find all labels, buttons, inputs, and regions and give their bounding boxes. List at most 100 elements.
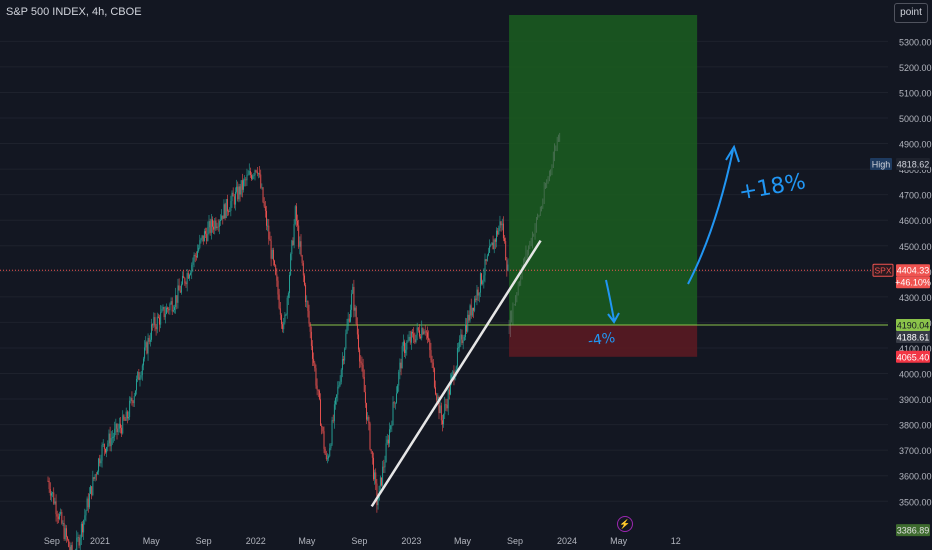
candle-body [429,340,431,351]
candle-body [212,219,213,227]
candle-body [417,327,419,331]
candle-body [78,537,80,546]
candle-body [301,255,303,264]
candle-body [333,404,335,422]
candle-body [387,439,389,444]
candle-body [321,425,323,427]
candle-body [163,307,165,318]
candle-body [371,451,373,458]
candle-body [190,272,192,275]
candle-body [355,307,357,325]
candle-body [494,239,496,242]
time-axis[interactable]: Sep 2021 May Sep 2022 May Sep 2023 May Sep 2024 May… [44,536,681,546]
candle-body [390,425,392,430]
candle-body [497,230,499,235]
candle-body [322,426,324,432]
candle-body [121,427,123,434]
candle-body [151,324,152,340]
candle-body [249,170,251,175]
candle-body [61,511,63,524]
candle-body [455,366,457,375]
candle-body [438,396,440,414]
candle-body [370,449,372,452]
entry-value-bg [896,318,930,331]
candle-body [252,175,254,179]
candle-body [92,477,94,496]
candle-body [225,199,227,219]
time-tick: 2024 [557,536,577,546]
candle-body [254,170,256,176]
candle-body [424,331,426,333]
current-tag-label: SPX [874,266,891,276]
candle-body [282,324,284,330]
lightning-icon[interactable]: ⚡ [617,516,633,532]
candle-body [450,380,451,395]
price-tick: 4100.00 [899,344,932,354]
candle-body [137,371,139,379]
candle-body [294,206,296,225]
trendline[interactable] [370,239,542,508]
candle-body [203,231,205,242]
candle-body [155,326,157,330]
candle-body [105,448,106,453]
down-arrow [605,279,620,324]
candle-body [274,260,275,266]
candle-body [80,523,82,538]
candle-body [435,387,436,395]
scale-mode-button[interactable]: point [894,3,928,23]
candle-body [120,423,121,428]
candle-body [351,293,353,310]
candle-body [353,286,355,311]
candle-body [108,433,110,444]
candle-body [193,255,195,262]
candle-body [244,179,246,181]
candle-body [266,210,267,226]
candle-body [136,378,137,391]
candle-body [216,226,218,229]
candle-body [307,301,309,311]
candle-body [290,254,292,276]
candle-body [248,170,250,175]
candle-body [461,334,463,344]
candle-body [172,310,174,312]
candle-body [133,396,135,404]
candle-body [336,394,338,398]
candle-body [302,263,304,276]
candle-body [207,227,209,241]
candle-body [51,493,52,496]
high-value: 4818.62 [897,160,930,170]
candle-body [339,381,341,386]
candle-body [59,513,60,519]
candle-body [360,361,362,364]
candle-body [159,317,160,325]
price-tick: 5000.00 [899,114,932,124]
candle-body [448,389,450,395]
time-tick: Sep [507,536,523,546]
candle-body [176,295,178,303]
candle-body [202,235,204,242]
candle-body [195,256,197,258]
symbol-title[interactable]: S&P 500 INDEX, 4h, CBOE [6,6,142,18]
candle-body [235,191,236,205]
candle-body [260,174,262,188]
candle-body [348,318,350,322]
candle-body [312,346,313,359]
candle-body [315,368,317,386]
price-tick: 5300.00 [899,37,932,47]
candle-body [107,443,109,448]
candle-body [367,417,369,420]
candle-body [350,309,351,322]
candle-body [97,471,98,475]
candle-body [262,187,264,203]
candle-body [483,275,485,282]
candle-body [118,423,120,429]
candle-body [194,255,196,257]
candle-body [358,334,359,350]
candle-body [275,265,277,275]
candle-body [84,515,86,521]
profit-zone [509,15,698,325]
candle-body [124,419,126,421]
time-tick: May [610,536,628,546]
candle-body [386,439,388,444]
